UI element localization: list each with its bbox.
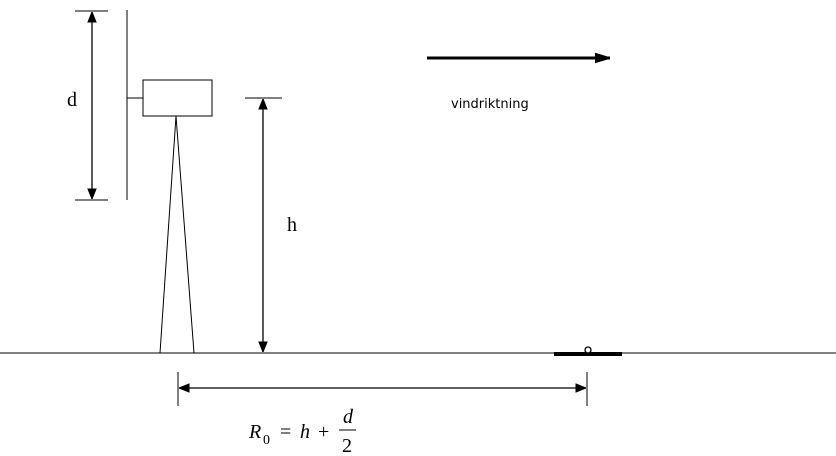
wind-label: vindriktning (451, 97, 529, 112)
formula-numerator: d (343, 406, 354, 428)
tower-leg (159, 115, 177, 354)
formula-term: h (300, 421, 310, 443)
formula-symbol: R (248, 421, 261, 443)
formula-plus: + (318, 421, 329, 443)
h-label: h (287, 214, 297, 236)
nacelle (142, 79, 213, 117)
receptor-point (584, 346, 592, 354)
formula-subscript: 0 (263, 433, 270, 448)
formula-equals: = (280, 421, 291, 443)
d-label: d (67, 89, 77, 111)
formula-denominator: 2 (342, 435, 352, 456)
tower-leg (175, 115, 195, 354)
